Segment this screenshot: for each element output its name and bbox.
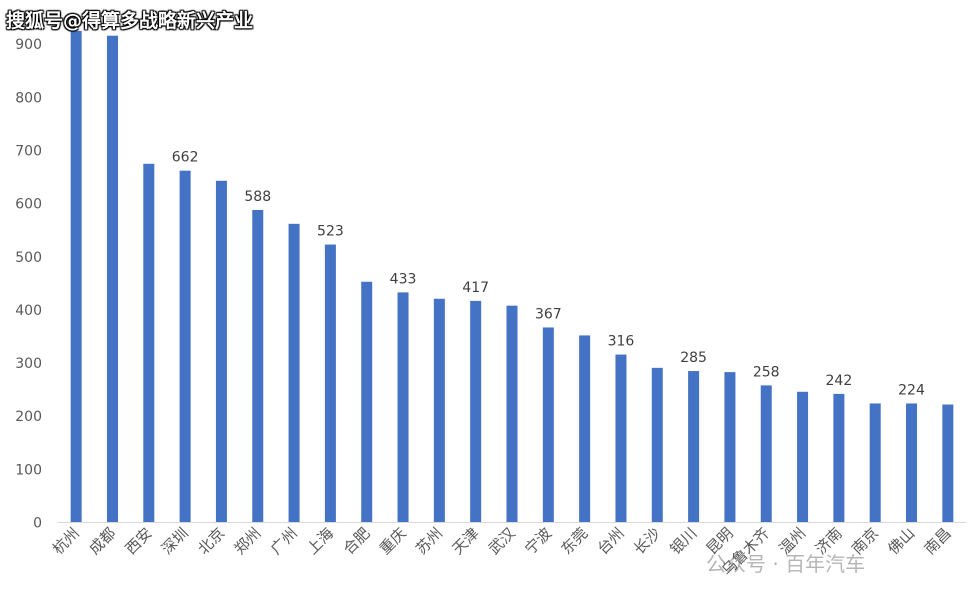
bar [760,385,772,523]
y-tick-label: 200 [15,409,42,425]
bar [433,298,445,523]
x-tick-label: 长沙 [630,524,664,558]
bar [397,292,409,523]
x-tick-label: 上海 [303,524,337,558]
data-label: 523 [317,224,344,240]
bar [70,30,82,523]
y-tick-label: 800 [15,90,42,106]
bar [651,367,663,523]
bar [542,327,554,523]
x-tick-label: 宁波 [521,524,555,558]
data-label: 242 [826,373,853,389]
watermark-bottom: 公众号 · 百年汽车 [706,552,866,576]
x-tick-label: 南昌 [921,524,955,558]
data-labels: 662 588 523 433 417 367 316 285 258 242 224 [172,150,925,399]
data-label: 224 [898,382,925,398]
bar [833,393,845,523]
x-tick-label: 银川 [666,524,700,558]
y-tick-label: 100 [15,462,42,478]
y-tick-label: 600 [15,197,42,213]
bar [724,372,736,523]
y-tick-label: 400 [15,303,42,319]
data-label: 367 [535,306,562,322]
bar [288,223,300,523]
bar [324,244,336,523]
x-tick-label: 西安 [122,524,156,558]
bar [869,403,881,523]
bar [179,170,191,523]
bar [942,404,954,523]
data-label: 662 [172,150,199,166]
x-tick-label: 佛山 [884,524,918,558]
y-tick-label: 900 [15,37,42,53]
x-tick-label: 台州 [594,524,628,558]
x-tick-label: 苏州 [412,524,446,558]
data-label: 417 [462,280,489,296]
x-tick-label: 武汉 [485,524,519,558]
bar [579,335,591,523]
y-tick-label: 700 [15,143,42,159]
bar [106,35,118,523]
data-label: 258 [753,364,780,380]
y-tick-label: 300 [15,356,42,372]
x-tick-label: 广州 [267,524,301,558]
bar [797,391,809,523]
bar [688,371,700,523]
data-label: 285 [680,350,707,366]
x-tick-label: 杭州 [49,524,83,558]
bar [470,300,482,523]
x-tick-label: 北京 [194,524,228,558]
bar [906,403,918,523]
bars [70,30,954,523]
x-tick-label: 成都 [85,524,119,558]
x-tick-label: 天津 [449,524,483,558]
watermark-top: 搜狐号@得算多战略新兴产业 [6,10,254,32]
x-tick-label: 东莞 [558,524,592,558]
bar [361,281,373,523]
bar [252,210,264,523]
x-tick-label: 郑州 [231,524,265,558]
x-tick-label: 重庆 [376,524,410,558]
y-tick-label: 500 [15,250,42,266]
bar [143,163,155,523]
x-tick-label: 深圳 [158,524,192,558]
bar [615,354,627,523]
bar [506,305,518,523]
bar [215,180,227,523]
x-tick-label: 合肥 [340,524,374,558]
data-label: 316 [608,334,635,350]
y-tick-label: 0 [33,516,42,532]
data-label: 433 [390,271,417,287]
data-label: 588 [244,189,271,205]
y-axis-ticks: 0 100 200 300 400 500 600 700 800 900 [15,37,42,531]
